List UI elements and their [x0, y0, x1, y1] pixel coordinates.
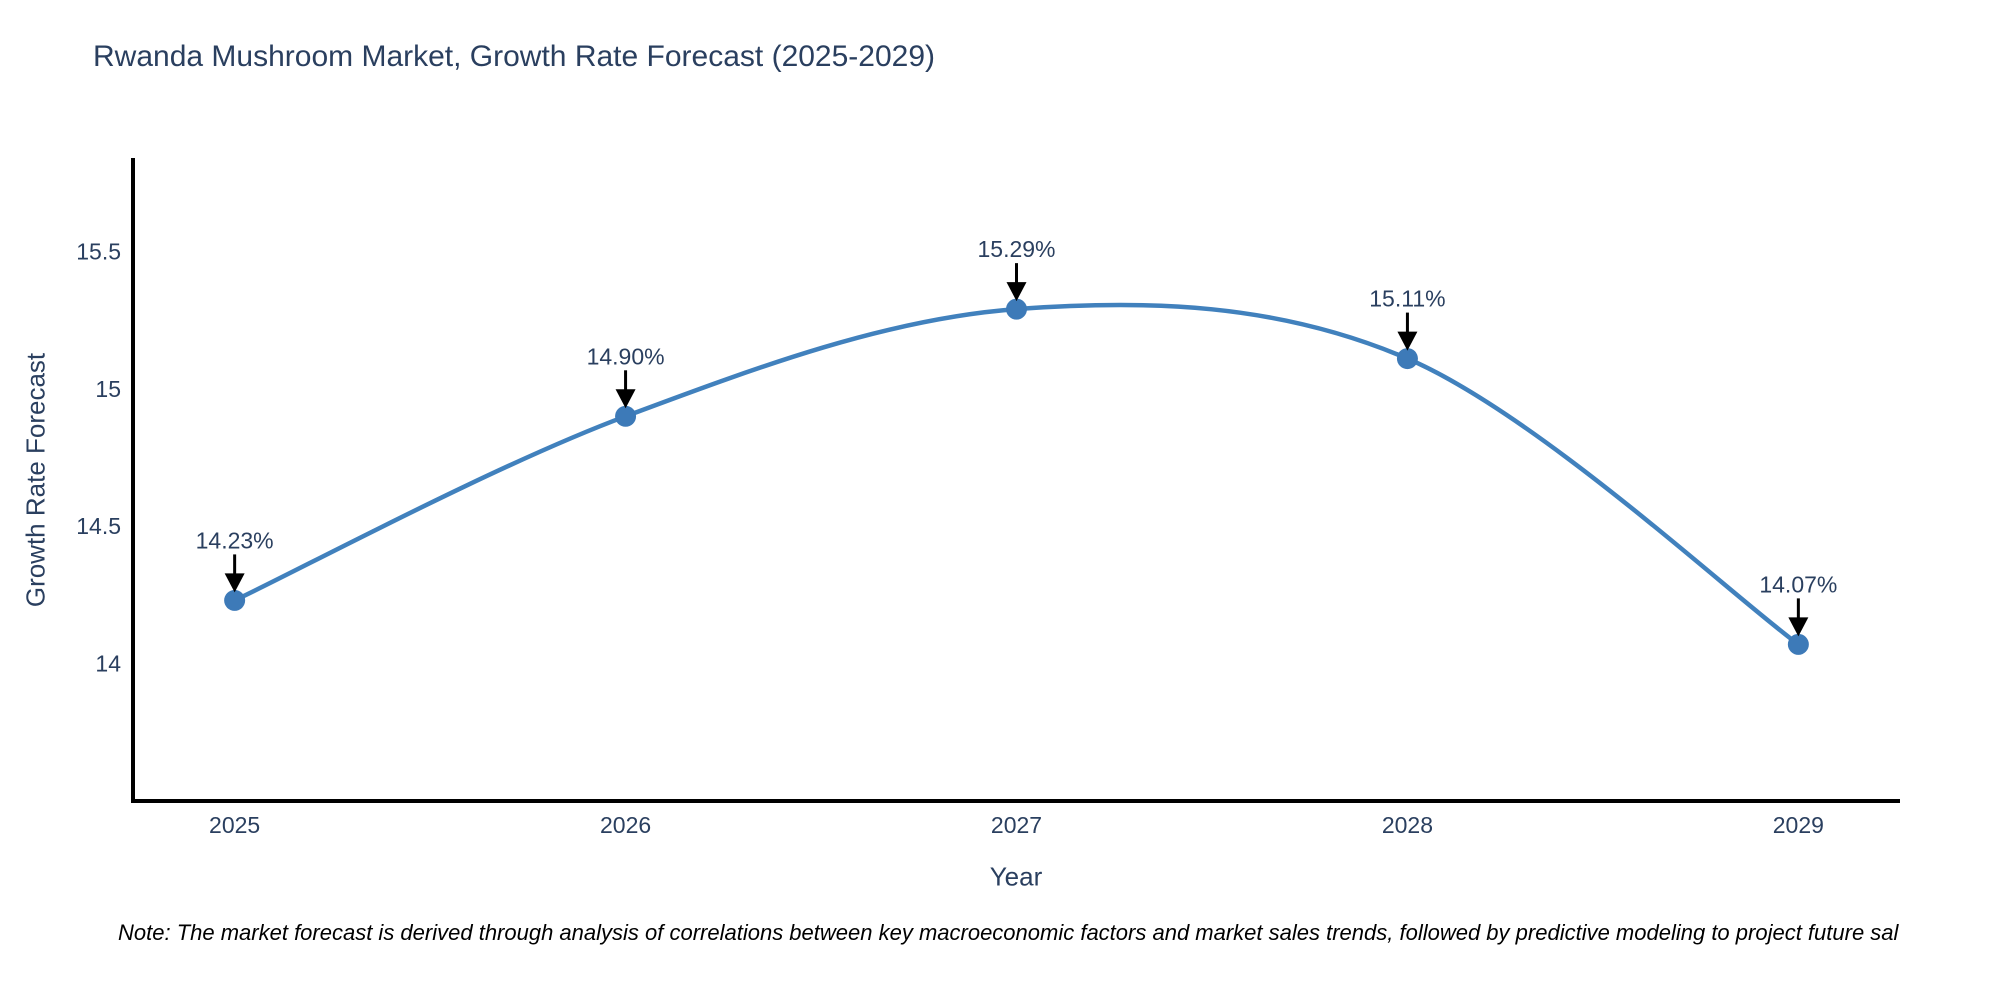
point-annotation-label: 15.29% [977, 236, 1055, 262]
x-tick-label: 2025 [209, 812, 260, 838]
y-tick-label: 15 [95, 376, 121, 402]
point-annotation-label: 14.90% [587, 343, 665, 369]
chart-title: Rwanda Mushroom Market, Growth Rate Fore… [93, 40, 936, 73]
point-annotation-label: 14.07% [1759, 571, 1837, 597]
data-point-marker [224, 589, 246, 611]
x-tick-label: 2028 [1382, 812, 1433, 838]
forecast-line [233, 302, 1800, 647]
annotation-arrowhead [1006, 282, 1027, 302]
x-tick-label: 2029 [1773, 812, 1824, 838]
footnote: Note: The market forecast is derived thr… [118, 920, 1899, 945]
data-point-marker [615, 405, 637, 427]
y-tick-label: 14.5 [76, 513, 121, 539]
data-point-marker [1787, 633, 1809, 655]
data-point-marker [1006, 298, 1027, 320]
point-annotation-label: 14.23% [196, 527, 274, 553]
x-tick-label: 2026 [600, 812, 651, 838]
x-tick-label: 2027 [991, 812, 1042, 838]
annotation-arrowhead [1397, 331, 1418, 351]
y-tick-label: 14 [95, 651, 121, 677]
x-axis-title: Year [989, 861, 1043, 892]
annotation-arrowhead [615, 389, 636, 409]
point-annotation-label: 15.11% [1369, 286, 1445, 312]
data-point-marker [1396, 348, 1418, 370]
annotation-arrowhead [224, 573, 245, 593]
y-tick-label: 15.5 [76, 238, 121, 264]
annotation-arrowhead [1788, 617, 1809, 637]
